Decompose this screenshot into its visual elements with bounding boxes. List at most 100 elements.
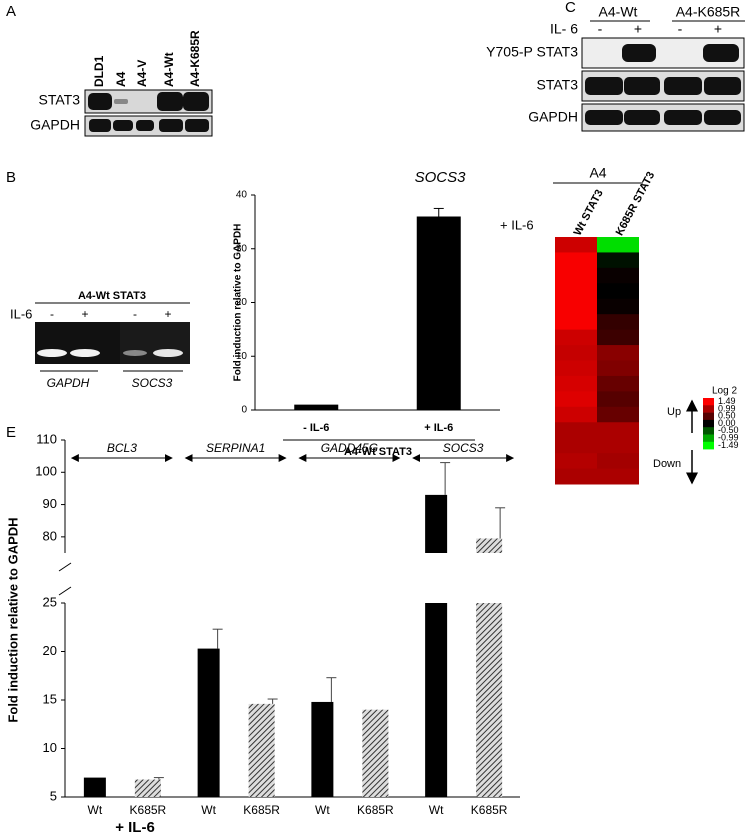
heat-cell — [555, 329, 597, 346]
treatment-label: IL-6 — [10, 306, 32, 321]
x-tick-label: Wt — [201, 803, 216, 817]
band — [624, 110, 660, 125]
heat-cell — [597, 406, 639, 423]
band — [664, 110, 702, 125]
y-tick-label: 110 — [36, 431, 57, 446]
band — [88, 93, 112, 110]
group-label: A4-Wt — [599, 4, 638, 20]
band — [153, 349, 183, 357]
heat-cell — [597, 468, 639, 485]
heat-cell — [597, 360, 639, 377]
band — [123, 350, 147, 356]
panel-letter: C — [565, 0, 576, 16]
axis-break — [58, 586, 72, 596]
colorbar-cell — [703, 427, 714, 435]
heat-cell — [555, 391, 597, 408]
bar — [248, 703, 275, 797]
heat-cell — [597, 422, 639, 439]
y-tick-label: 20 — [236, 297, 248, 308]
sign: - — [50, 307, 54, 321]
group-label: A4 — [589, 165, 606, 181]
heat-cell — [555, 437, 597, 454]
band — [37, 349, 67, 357]
group-label: SERPINA1 — [206, 441, 265, 455]
colorbar-label: 0.50 — [718, 411, 736, 421]
heat-cell — [555, 252, 597, 269]
bar — [134, 779, 161, 797]
row-label: Y705-P STAT3 — [486, 44, 578, 60]
colorbar-cell — [703, 412, 714, 421]
bar — [476, 603, 503, 797]
sign: + — [81, 307, 88, 321]
gene-label: SOCS3 — [132, 376, 173, 390]
panel-letter: E — [6, 424, 16, 441]
y-tick-label: 10 — [236, 351, 248, 362]
lane-label: DLD1 — [92, 55, 106, 87]
lane-label: A4-Wt — [162, 52, 176, 87]
sign: + — [634, 21, 642, 37]
bar — [425, 494, 448, 553]
heat-cell — [555, 406, 597, 423]
heat-cell — [597, 329, 639, 346]
heat-cell — [555, 237, 597, 253]
treatment-label: IL- 6 — [550, 21, 578, 37]
column-label: Wt STAT3 — [572, 188, 606, 238]
panel-letter: A — [6, 3, 16, 20]
group-label: A4-K685R — [676, 4, 741, 20]
heat-cell — [597, 298, 639, 315]
lane-label: A4-K685R — [188, 30, 202, 87]
heat-cell — [597, 252, 639, 269]
y-tick-label: 25 — [43, 594, 57, 609]
x-tick-label: K685R — [130, 803, 167, 817]
y-axis-label: Fold induction relative to GAPDH — [233, 224, 244, 382]
heat-cell — [597, 314, 639, 331]
column-label: K685R STAT3 — [614, 170, 658, 238]
y-tick-label: 20 — [43, 643, 57, 658]
band — [664, 77, 702, 95]
heat-cell — [555, 345, 597, 361]
band — [70, 349, 100, 357]
colorbar-label: 1.49 — [718, 396, 736, 406]
colorbar-cell — [703, 434, 714, 443]
bar — [425, 603, 448, 797]
colorbar-cell — [703, 441, 714, 450]
row-label: GAPDH — [528, 109, 578, 125]
x-tick-label: Wt — [315, 803, 330, 817]
heat-cell — [555, 468, 597, 485]
y-tick-label: 15 — [43, 691, 57, 706]
chart-title: SOCS3 — [415, 169, 467, 186]
band — [157, 92, 183, 111]
colorbar-label: -0.99 — [718, 433, 739, 443]
heat-cell — [597, 453, 639, 470]
bar — [294, 404, 339, 410]
heat-cell — [555, 314, 597, 331]
heat-cell — [597, 375, 639, 392]
band — [585, 77, 623, 95]
heat-cell — [555, 267, 597, 284]
y-tick-label: 100 — [35, 464, 57, 479]
band — [185, 119, 209, 132]
heat-cell — [597, 267, 639, 284]
axis-break — [58, 562, 72, 572]
y-tick-label: 10 — [43, 740, 57, 755]
band — [113, 120, 133, 131]
bar — [416, 216, 461, 410]
band — [159, 119, 183, 132]
band — [624, 77, 660, 95]
heat-cell — [597, 391, 639, 408]
heat-cell — [555, 375, 597, 392]
x-tick-label: Wt — [88, 803, 103, 817]
y-tick-label: 90 — [43, 496, 57, 511]
band — [622, 44, 656, 62]
row-label: STAT3 — [537, 77, 579, 93]
heat-cell — [597, 283, 639, 300]
gene-label: GAPDH — [47, 376, 90, 390]
gel-title: A4-Wt STAT3 — [78, 290, 146, 302]
sign: - — [133, 307, 137, 321]
sign: + — [164, 307, 171, 321]
up-label: Up — [667, 406, 681, 418]
x-axis-label: + IL-6 — [115, 819, 155, 836]
band — [704, 77, 741, 95]
heat-cell — [597, 437, 639, 454]
